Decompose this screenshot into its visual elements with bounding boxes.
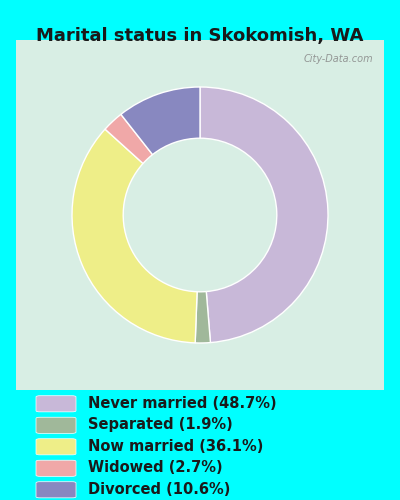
Wedge shape: [200, 87, 328, 343]
Wedge shape: [121, 87, 200, 154]
Text: Divorced (10.6%): Divorced (10.6%): [88, 482, 230, 497]
FancyBboxPatch shape: [36, 417, 76, 434]
Text: Now married (36.1%): Now married (36.1%): [88, 439, 263, 454]
FancyBboxPatch shape: [9, 33, 391, 397]
Text: Separated (1.9%): Separated (1.9%): [88, 417, 233, 432]
Text: Widowed (2.7%): Widowed (2.7%): [88, 460, 223, 475]
Wedge shape: [72, 129, 197, 343]
FancyBboxPatch shape: [36, 396, 76, 412]
FancyBboxPatch shape: [36, 438, 76, 455]
FancyBboxPatch shape: [36, 482, 76, 498]
Text: City-Data.com: City-Data.com: [303, 54, 373, 64]
Text: Never married (48.7%): Never married (48.7%): [88, 396, 277, 411]
Text: Marital status in Skokomish, WA: Marital status in Skokomish, WA: [36, 28, 364, 46]
FancyBboxPatch shape: [36, 460, 76, 476]
Wedge shape: [195, 292, 210, 343]
Wedge shape: [105, 114, 152, 164]
